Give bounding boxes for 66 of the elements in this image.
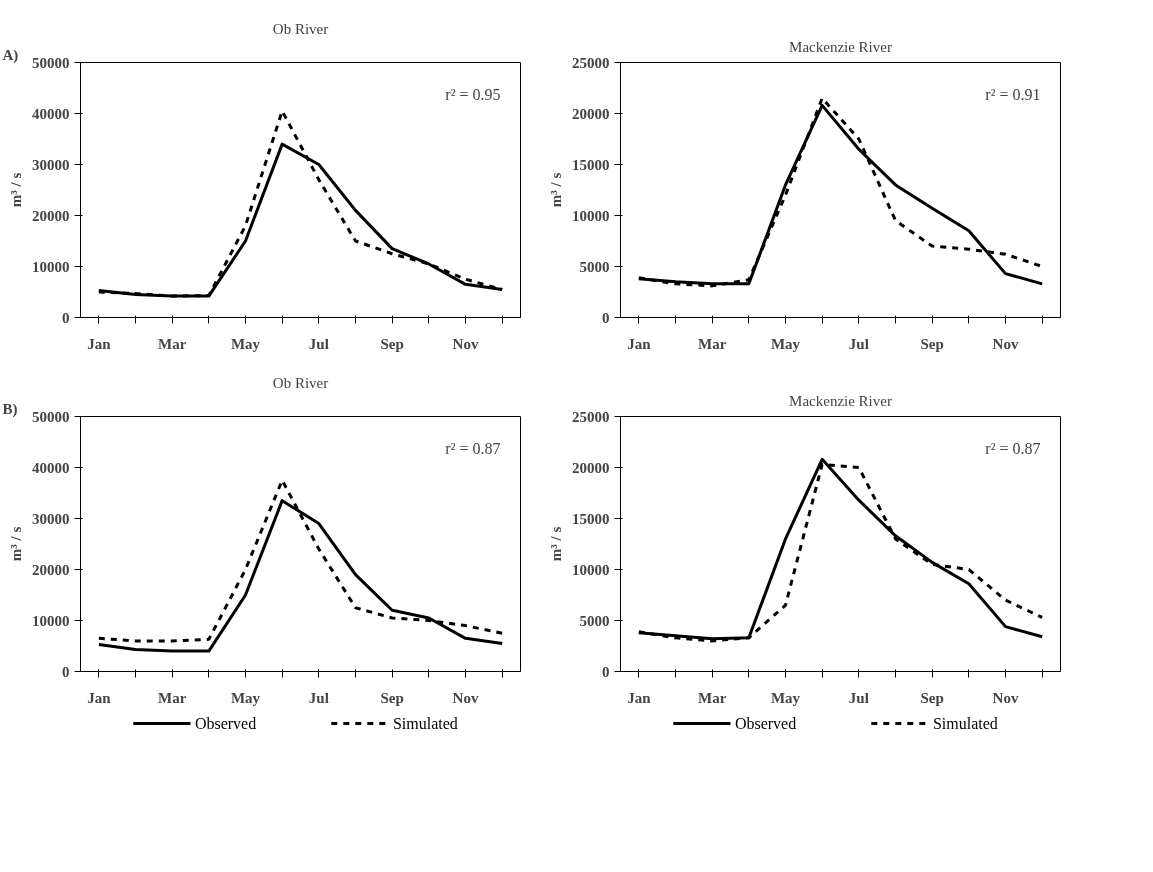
x-tick-label: Mar (698, 335, 727, 352)
y-tick-label: 10000 (572, 561, 610, 578)
x-tick-label: May (230, 335, 261, 352)
y-tick-label: 40000 (32, 105, 70, 122)
y-tick-label: 20000 (32, 207, 70, 224)
y-tick-label: 20000 (32, 561, 70, 578)
y-tick-label: 15000 (572, 156, 610, 173)
annotation: r² = 0.87 (445, 439, 501, 457)
x-tick-label: May (770, 335, 801, 352)
y-tick-label: 20000 (572, 459, 610, 476)
x-tick-label: Nov (992, 335, 1019, 352)
chart-title: Mackenzie River (789, 38, 892, 55)
x-tick-label: Sep (920, 335, 944, 352)
y-tick-label: 0 (62, 309, 70, 326)
x-tick-label: Jul (308, 689, 329, 706)
x-tick-label: Jan (627, 335, 652, 352)
y-tick-label: 5000 (579, 612, 610, 629)
y-tick-label: 25000 (572, 54, 610, 71)
y-tick-label: 20000 (572, 105, 610, 122)
x-tick-label: Sep (380, 689, 404, 706)
y-tick-label: 0 (602, 309, 610, 326)
x-tick-label: Jul (848, 689, 869, 706)
x-tick-label: Jul (308, 335, 329, 352)
y-tick-label: 0 (602, 663, 610, 680)
chart-title: Ob River (272, 374, 329, 391)
y-tick-label: 30000 (32, 156, 70, 173)
text: B) (2, 400, 18, 418)
y-tick-label: 10000 (32, 258, 70, 275)
y-tick-label: 50000 (32, 54, 70, 71)
x-tick-label: Nov (992, 689, 1019, 706)
x-tick-label: Mar (698, 689, 727, 706)
x-tick-label: Jul (848, 335, 869, 352)
y-axis-title: m³ / s (548, 172, 564, 208)
text: A) (2, 46, 19, 64)
y-tick-label: 15000 (572, 510, 610, 527)
y-tick-label: 0 (62, 663, 70, 680)
x-tick-label: Sep (920, 689, 944, 706)
y-axis-title: m³ / s (8, 172, 24, 208)
y-tick-label: 50000 (32, 408, 70, 425)
x-tick-label: Jan (627, 689, 652, 706)
y-tick-label: 5000 (579, 258, 610, 275)
y-axis-title: m³ / s (548, 526, 564, 562)
y-axis-title: m³ / s (8, 526, 24, 562)
y-tick-label: 25000 (572, 408, 610, 425)
x-tick-label: Jan (87, 689, 112, 706)
annotation: r² = 0.91 (985, 85, 1041, 103)
x-tick-label: Jan (87, 335, 112, 352)
annotation: r² = 0.95 (445, 85, 501, 103)
x-tick-label: May (230, 689, 261, 706)
chart-title: Mackenzie River (789, 392, 892, 409)
x-tick-label: May (770, 689, 801, 706)
x-tick-label: Mar (158, 335, 187, 352)
x-tick-label: Nov (452, 335, 479, 352)
x-tick-label: Sep (380, 335, 404, 352)
x-tick-label: Nov (452, 689, 479, 706)
chart-title: Ob River (272, 20, 329, 37)
annotation: r² = 0.87 (985, 439, 1041, 457)
y-tick-label: 10000 (572, 207, 610, 224)
legend-label: Observed (194, 715, 257, 732)
legend-label: Observed (734, 715, 797, 732)
y-tick-label: 30000 (32, 510, 70, 527)
legend-label: Simulated (932, 715, 998, 732)
legend-label: Simulated (392, 715, 458, 732)
x-tick-label: Mar (158, 689, 187, 706)
y-tick-label: 40000 (32, 459, 70, 476)
y-tick-label: 10000 (32, 612, 70, 629)
